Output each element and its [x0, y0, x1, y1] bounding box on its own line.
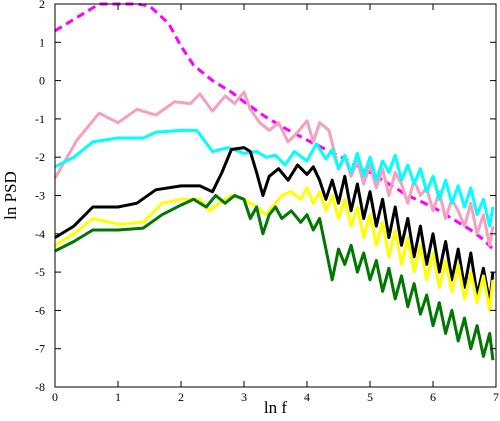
x-tick-label: 3: [241, 390, 247, 404]
series-line-2: [53, 90, 495, 247]
x-axis-title: ln f: [264, 398, 287, 417]
y-tick-label: 1: [39, 35, 45, 49]
y-tick-label: -8: [35, 380, 45, 394]
series-line-3: [54, 128, 495, 228]
x-tick-label: 7: [493, 390, 499, 404]
x-tick-label: 4: [304, 390, 310, 404]
y-tick-label: -6: [35, 303, 45, 317]
plot-lines: [53, 2, 495, 361]
series-line-4: [54, 146, 495, 305]
x-tick-label: 5: [367, 390, 373, 404]
x-tick-label: 1: [115, 390, 121, 404]
series-line-5: [54, 186, 495, 312]
y-tick-label: -5: [35, 265, 45, 279]
x-tick-label: 0: [52, 390, 58, 404]
y-tick-label: -7: [35, 342, 45, 356]
y-axis-title: ln PSD: [1, 171, 20, 220]
y-tick-label: -2: [35, 150, 45, 164]
y-tick-label: -4: [35, 227, 45, 241]
y-tick-label: -3: [35, 189, 45, 203]
y-tick-label: 2: [39, 0, 45, 11]
y-tick-label: -1: [35, 112, 45, 126]
y-axis-ticks: 2 1 0 -1 -2 -3 -4 -5 -6 -7 -8: [35, 0, 496, 394]
x-tick-label: 2: [178, 390, 184, 404]
x-tick-label: 6: [430, 390, 436, 404]
y-tick-label: 0: [39, 74, 45, 88]
series-line-6: [54, 194, 495, 361]
x-axis-ticks: 0 1 2 3 4 5 6 7: [52, 4, 499, 404]
